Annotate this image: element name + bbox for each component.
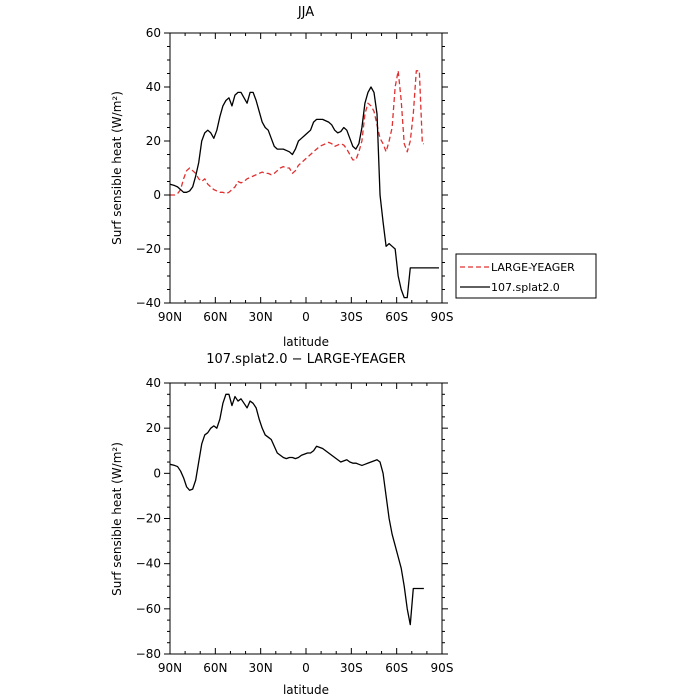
y-axis-label: Surf sensible heat (W/m²): [110, 442, 124, 596]
x-tick-label: 60S: [385, 661, 408, 675]
y-tick-label: 20: [146, 134, 161, 148]
y-tick-label: −20: [136, 242, 161, 256]
y-tick-label: −60: [136, 602, 161, 616]
legend-box: [455, 253, 597, 299]
x-tick-label: 90N: [158, 661, 182, 675]
chart-title: 107.splat2.0 − LARGE-YEAGER: [206, 352, 406, 367]
chart-title: JJA: [297, 5, 314, 20]
x-tick-label: 90N: [158, 310, 182, 324]
legend-label-large-yeager: LARGE-YEAGER: [491, 261, 575, 274]
y-tick-label: 0: [153, 466, 161, 480]
series-line-107-splat2-0: [170, 86, 439, 299]
x-tick-label: 60S: [385, 310, 408, 324]
x-axis-label: latitude: [283, 335, 329, 349]
plot-area: 90N 60N 30N 0 30S 60S 90S −80 −60 −40 −20 0 20 40: [136, 376, 454, 675]
y-tick-label: −40: [136, 296, 161, 310]
x-tick-label: 90S: [431, 310, 454, 324]
chart-top-jja: JJA 90N 60N 30N 0 30S 60S 90S −40 −20 0 20 40 60 lat…: [110, 5, 453, 349]
x-tick-label: 60N: [203, 661, 227, 675]
y-axis-label: Surf sensible heat (W/m²): [110, 91, 124, 245]
series-line-difference: [170, 393, 424, 626]
chart-bottom-difference: 107.splat2.0 − LARGE-YEAGER 90N 60N 30N 0 30…: [110, 352, 453, 697]
plot-area: 90N 60N 30N 0 30S 60S 90S −40 −20 0 20 40 60: [136, 26, 454, 324]
y-tick-label: −40: [136, 557, 161, 571]
x-tick-label: 30N: [249, 661, 273, 675]
x-tick-label: 30N: [249, 310, 273, 324]
plot-frame: [169, 32, 443, 304]
y-tick-label: 40: [146, 80, 161, 94]
legend: LARGE-YEAGER 107.splat2.0: [455, 253, 597, 299]
y-tick-label: −80: [136, 647, 161, 661]
y-tick-label: 60: [146, 26, 161, 40]
y-tick-label: 20: [146, 421, 161, 435]
plot-frame: [169, 382, 443, 655]
series-line-large-yeager: [170, 70, 424, 196]
x-tick-label: 30S: [340, 310, 363, 324]
y-tick-label: 0: [153, 188, 161, 202]
legend-label-107-splat: 107.splat2.0: [491, 281, 560, 294]
x-tick-label: 30S: [340, 661, 363, 675]
x-tick-label: 90S: [431, 661, 454, 675]
x-tick-label: 0: [302, 661, 310, 675]
x-axis-label: latitude: [283, 683, 329, 697]
x-tick-label: 60N: [203, 310, 227, 324]
x-tick-label: 0: [302, 310, 310, 324]
y-tick-label: 40: [146, 376, 161, 390]
y-tick-label: −20: [136, 512, 161, 526]
